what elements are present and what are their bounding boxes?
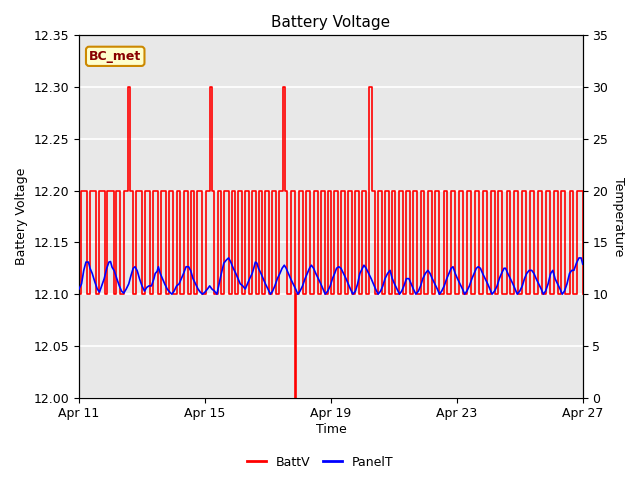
Y-axis label: Battery Voltage: Battery Voltage — [15, 168, 28, 265]
Legend: BattV, PanelT: BattV, PanelT — [242, 451, 398, 474]
Title: Battery Voltage: Battery Voltage — [271, 15, 390, 30]
Y-axis label: Temperature: Temperature — [612, 177, 625, 256]
Text: BC_met: BC_met — [89, 50, 141, 63]
X-axis label: Time: Time — [316, 423, 346, 436]
